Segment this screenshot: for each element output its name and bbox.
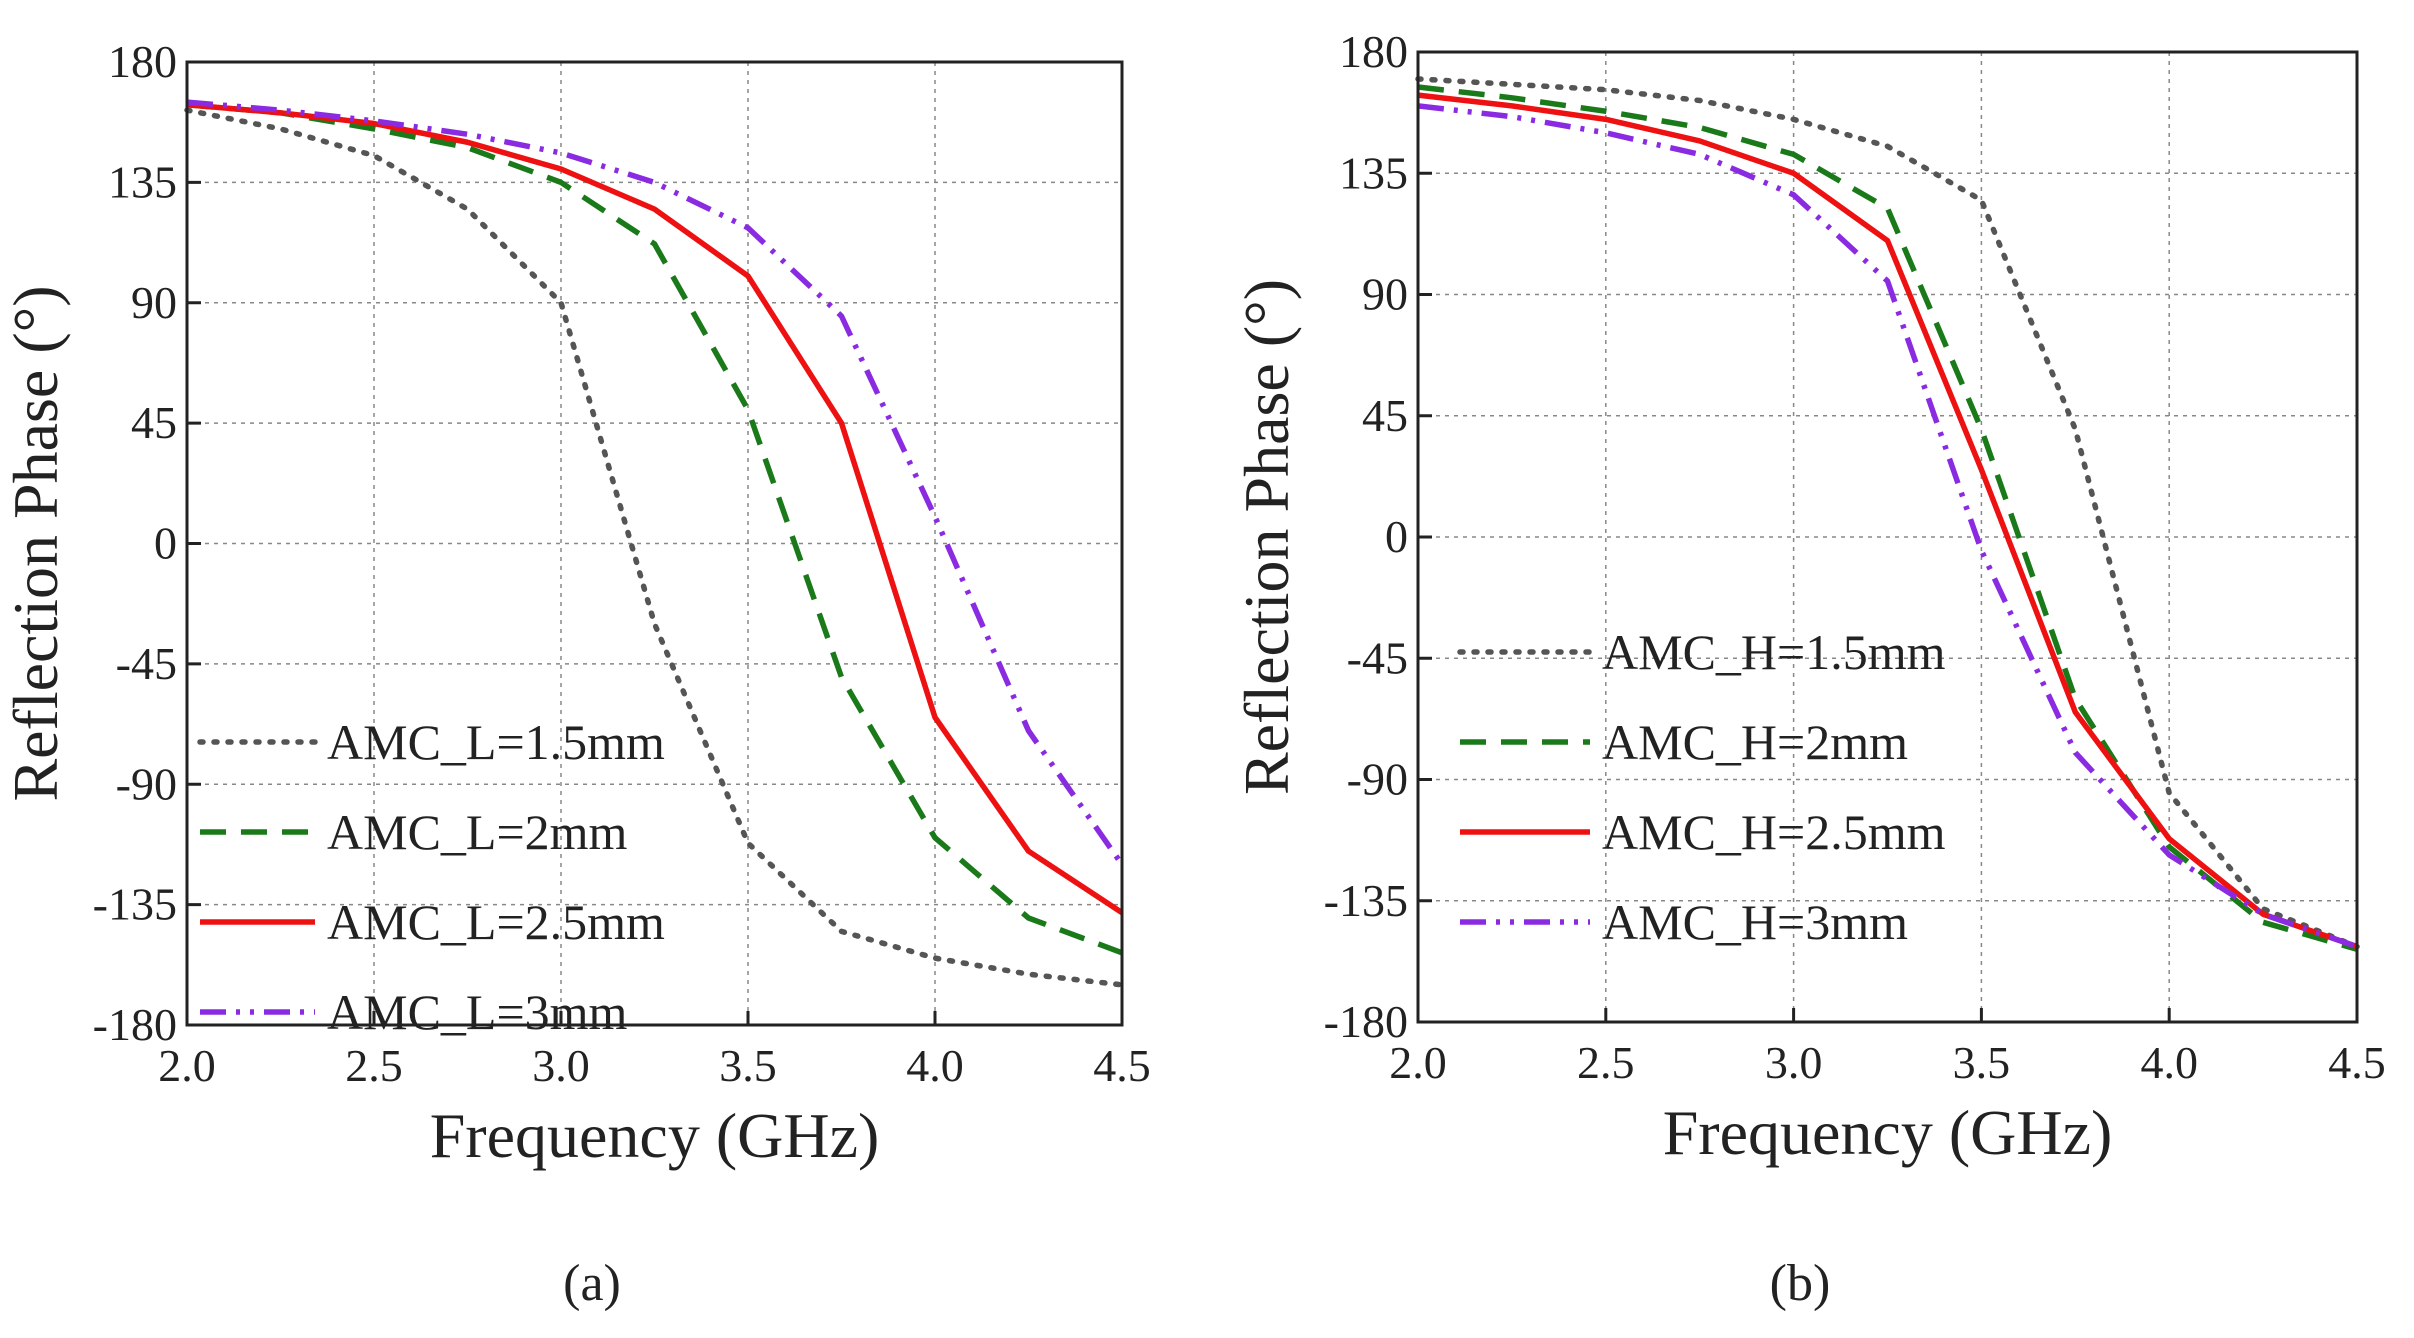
series-line-1: [1415, 76, 2360, 950]
x-tick-label: 4.5: [2328, 1037, 2386, 1088]
y-tick-label: -45: [116, 638, 177, 689]
x-tick-label: 2.5: [345, 1040, 403, 1091]
x-tick-label: 2.0: [1389, 1037, 1447, 1088]
y-tick-label: -90: [116, 758, 177, 809]
x-tick-label: 4.0: [2140, 1037, 2198, 1088]
x-tick-label: 4.0: [906, 1040, 964, 1091]
y-tick-label: 0: [1385, 511, 1408, 562]
x-tick-label: 3.5: [1953, 1037, 2011, 1088]
series-line-4: [1417, 103, 2358, 950]
series-line-1: [184, 107, 1125, 988]
x-tick-label: 2.5: [1577, 1037, 1635, 1088]
y-tick-label: -135: [93, 879, 177, 930]
y-tick-label: -180: [1324, 996, 1408, 1047]
x-axis-label: Frequency (GHz): [1663, 1097, 2113, 1168]
legend-label-2: AMC_H=2mm: [1602, 714, 1908, 770]
panel-label: (b): [1770, 1255, 1831, 1312]
x-tick-label: 3.0: [532, 1040, 590, 1091]
y-tick-label: -45: [1347, 632, 1408, 683]
legend-label-2: AMC_L=2mm: [327, 804, 628, 860]
y-tick-label: 180: [108, 36, 177, 87]
x-tick-label: 2.0: [158, 1040, 216, 1091]
y-tick-label: 135: [108, 156, 177, 207]
y-tick-label: 180: [1339, 26, 1408, 77]
y-axis-label: Reflection Phase (°): [0, 285, 71, 801]
series-line-3: [1417, 92, 2358, 950]
series-line-3: [186, 102, 1124, 915]
y-tick-label: 135: [1339, 147, 1408, 198]
y-tick-label: -90: [1347, 754, 1408, 805]
y-tick-label: 90: [131, 277, 177, 328]
x-tick-label: 3.0: [1765, 1037, 1823, 1088]
legend-label-4: AMC_L=3mm: [327, 984, 628, 1040]
legend-label-1: AMC_H=1.5mm: [1602, 624, 1946, 680]
x-axis-label: Frequency (GHz): [430, 1100, 880, 1171]
series-line-2: [1417, 84, 2358, 952]
panel-label: (a): [563, 1255, 621, 1312]
x-tick-label: 3.5: [719, 1040, 777, 1091]
y-tick-label: -135: [1324, 875, 1408, 926]
y-axis-label: Reflection Phase (°): [1231, 279, 1302, 795]
y-tick-label: 45: [1362, 390, 1408, 441]
legend-label-4: AMC_H=3mm: [1602, 894, 1908, 950]
y-tick-label: 45: [131, 397, 177, 448]
y-tick-label: 90: [1362, 269, 1408, 320]
legend-label-3: AMC_H=2.5mm: [1602, 804, 1946, 860]
legend-label-3: AMC_L=2.5mm: [327, 894, 665, 950]
y-tick-label: 0: [154, 518, 177, 569]
x-tick-label: 4.5: [1093, 1040, 1151, 1091]
legend-label-1: AMC_L=1.5mm: [327, 714, 665, 770]
y-tick-label: -180: [93, 999, 177, 1050]
series-line-2: [186, 102, 1123, 956]
